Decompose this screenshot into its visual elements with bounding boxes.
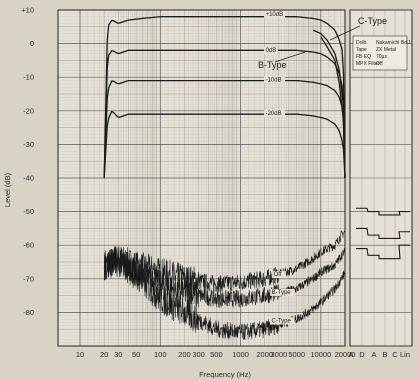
y-tick-label: -70 (23, 274, 34, 283)
y-tick-label: -10 (23, 73, 34, 82)
weighted-level-trace (356, 227, 410, 240)
x-tick-label: 50 (132, 350, 140, 359)
legend-key-3: FB EQ (356, 54, 371, 60)
curve-label-bg (270, 288, 295, 296)
response-curve-0 (103, 16, 346, 179)
c-type-leader-line (329, 25, 361, 41)
x-tick-label: 3000 (271, 350, 288, 359)
curve-label-bg (264, 47, 278, 54)
curve-label-bg (270, 317, 295, 325)
legend-value-1: Nakamichi Bd.1 (376, 40, 411, 46)
response-curve-4 (313, 29, 346, 179)
noise-curve-8 (103, 248, 346, 341)
c-type-callout: C-Type (358, 16, 387, 26)
extra-tick-label: C (392, 350, 398, 359)
curve-label-plus10: +10dB (266, 12, 284, 18)
x-tick-label: 30 (114, 350, 122, 359)
grid (58, 9, 346, 347)
response-curve-2 (103, 79, 346, 179)
x-tick-label: 10 (76, 350, 84, 359)
extra-tick-label: B (382, 350, 387, 359)
y-tick-label: -20 (23, 106, 34, 115)
weighted-level-trace (356, 207, 410, 216)
x-tick-label: 20000 (335, 350, 356, 359)
x-tick-label: 200 (178, 350, 191, 359)
legend-value-4: Off (376, 61, 383, 67)
weighted-level-trace (356, 244, 410, 260)
x-tick-label: 5000 (288, 350, 305, 359)
y-tick-label: 0 (30, 39, 34, 48)
y-axis-title: Level (dB) (3, 172, 12, 207)
extra-tick-label: A (348, 350, 353, 359)
curve-label-bg (272, 271, 286, 279)
response-curve-3 (103, 110, 346, 179)
legend-key-1: Dolb. (356, 40, 368, 46)
legend-key-4: MPX Filter (356, 61, 380, 67)
x-tick-label: 1000 (232, 350, 249, 359)
x-axis-title: Frequency (Hz) (199, 370, 251, 379)
legend-value-2: ZX Metal (376, 47, 396, 53)
response-curve-5 (320, 36, 346, 179)
legend-key-2: Tape (356, 47, 367, 53)
y-tick-label: -60 (23, 241, 34, 250)
curve-label-c_type: C-Type (272, 318, 292, 324)
curve-labels: +10dB 0dB -10dB -20dB Off B-Type C-Type (264, 11, 361, 325)
b-type-leader-line (274, 51, 306, 63)
curve-label-zero: 0dB (266, 48, 277, 54)
curve-label-off: Off (274, 272, 282, 278)
y-tick-label: -80 (23, 308, 34, 317)
x-tick-label: 10000 (310, 350, 331, 359)
legend-frame (352, 35, 408, 71)
b-type-callout: B-Type (258, 60, 287, 70)
curve-label-minus20: -20dB (266, 111, 282, 117)
noise-curve-7 (103, 246, 346, 309)
extra-tick-label: D (359, 350, 365, 359)
x-tick-label: 100 (154, 350, 167, 359)
y-tick-label: +10 (21, 6, 34, 15)
curve-label-bg (264, 11, 286, 19)
curve-label-bg (264, 110, 286, 118)
extra-tick-label: Lin (400, 350, 410, 359)
x-tick-label: 500 (210, 350, 223, 359)
x-tick-label: 2000 (256, 350, 273, 359)
y-tick-label: -40 (23, 174, 34, 183)
y-tick-label: -50 (23, 207, 34, 216)
y-tick-label: -30 (23, 140, 34, 149)
curves (103, 16, 346, 341)
legend-value-3: 70μs (376, 54, 387, 60)
x-tick-label: 300 (192, 350, 205, 359)
response-curve-1 (103, 49, 346, 179)
x-tick-label: 20 (100, 350, 108, 359)
extra-tick-label: A (371, 350, 376, 359)
curve-label-b_type: B-Type (272, 290, 292, 296)
curve-label-minus10: -10dB (266, 78, 282, 84)
curve-label-bg (264, 76, 286, 84)
legend-box: Dolb. Nakamichi Bd.1 Tape ZX Metal FB EQ… (352, 35, 411, 71)
